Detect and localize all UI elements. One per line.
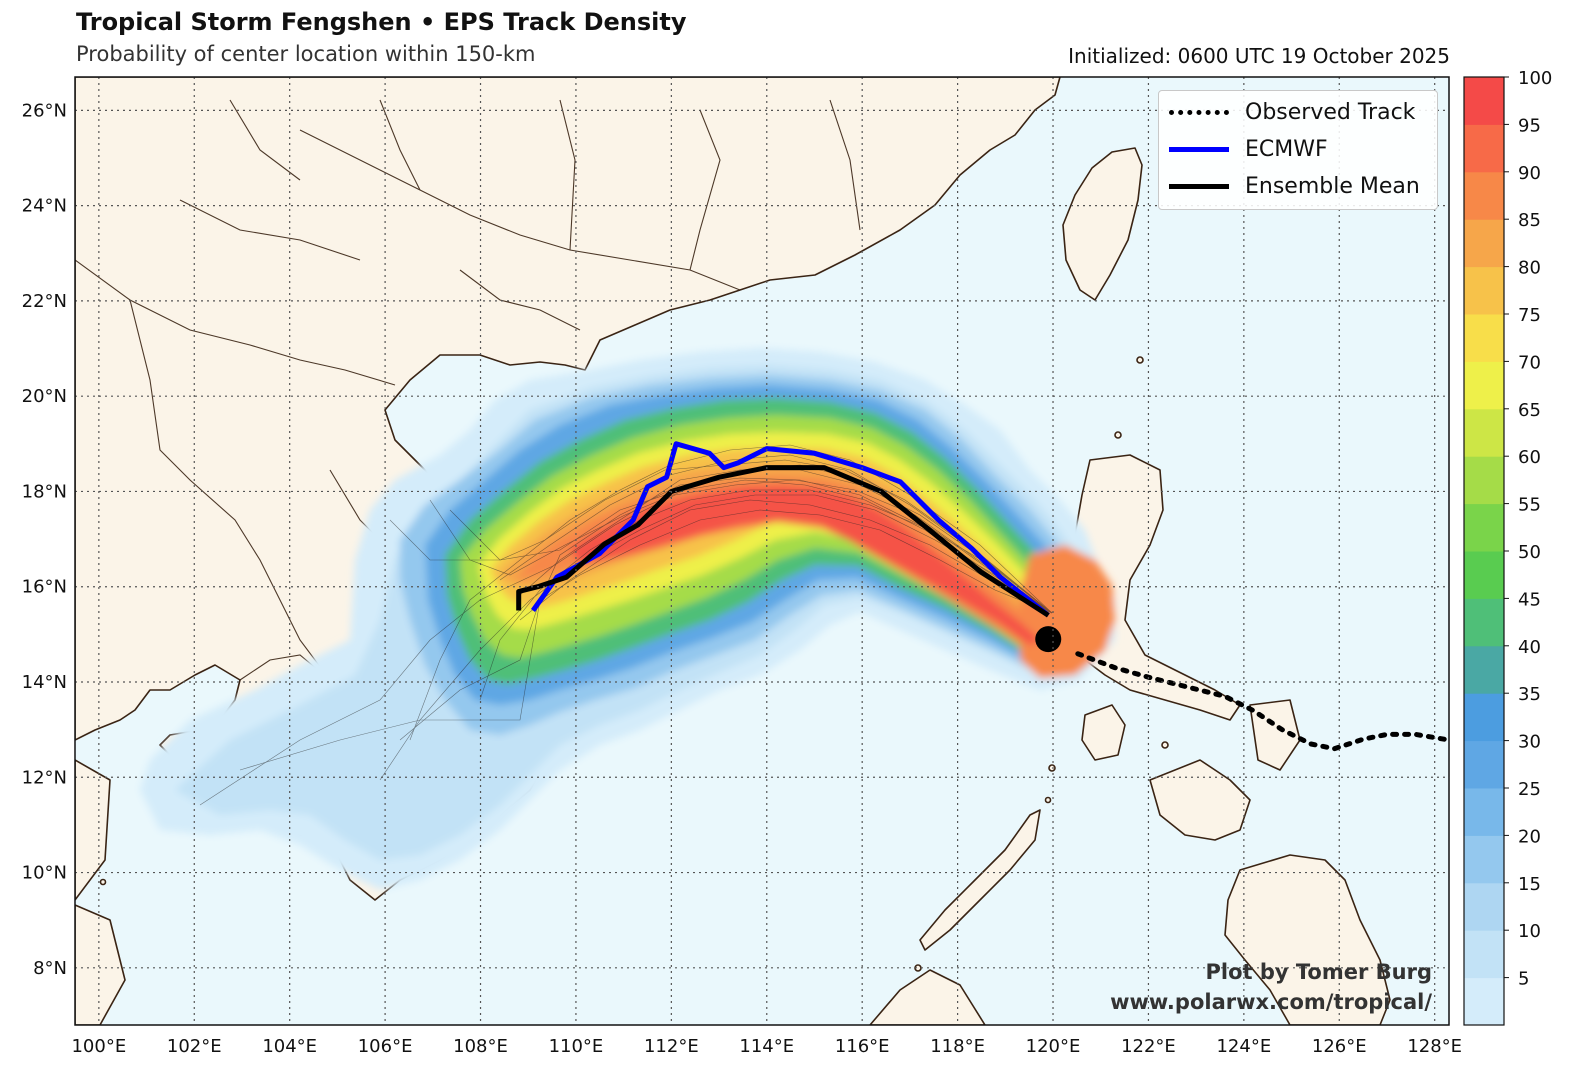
- lat-tick-label: 8°N: [33, 958, 67, 979]
- colorbar-tick-label: 15: [1518, 874, 1541, 895]
- legend: Observed Track ECMWF Ensemble Mean: [1158, 90, 1438, 210]
- colorbar-tick-label: 20: [1518, 826, 1541, 847]
- colorbar-tick-label: 35: [1518, 684, 1541, 705]
- colorbar-segment: [1464, 361, 1504, 410]
- colorbar-tick-label: 60: [1518, 447, 1541, 468]
- colorbar-tick-label: 45: [1518, 589, 1541, 610]
- colorbar-tick-label: 80: [1518, 258, 1541, 279]
- colorbar-tick-label: 100: [1518, 68, 1552, 89]
- colorbar-tick-label: 85: [1518, 210, 1541, 231]
- lon-tick-label: 124°E: [1216, 1036, 1271, 1057]
- lon-tick-label: 116°E: [835, 1036, 890, 1057]
- colorbar-tick-label: 30: [1518, 732, 1541, 753]
- lat-tick-label: 12°N: [22, 767, 67, 788]
- lon-tick-label: 102°E: [167, 1036, 222, 1057]
- lat-tick-label: 24°N: [22, 196, 67, 217]
- colorbar-tick-label: 65: [1518, 400, 1541, 421]
- lat-tick-label: 26°N: [22, 100, 67, 121]
- current-position-marker: [1035, 626, 1062, 653]
- lon-tick-label: 100°E: [71, 1036, 126, 1057]
- lon-tick-label: 112°E: [644, 1036, 699, 1057]
- ecmwf-track-line: [530, 441, 1050, 618]
- borneo-coast: [869, 969, 986, 1025]
- lat-tick-label: 14°N: [22, 672, 67, 693]
- legend-item-ecmwf: ECMWF: [1169, 134, 1328, 164]
- colorbar-tick-label: 25: [1518, 779, 1541, 800]
- mindoro-island: [1081, 704, 1126, 761]
- lon-tick-label: 114°E: [739, 1036, 794, 1057]
- colorbar-tick-label: 50: [1518, 542, 1541, 563]
- legend-item-observed: Observed Track: [1169, 97, 1415, 127]
- colorbar-segment: [1464, 740, 1504, 789]
- colorbar-segment: [1464, 977, 1504, 1026]
- lat-tick-label: 16°N: [22, 577, 67, 598]
- map-title: Tropical Storm Fengshen • EPS Track Dens…: [76, 8, 687, 36]
- lon-tick-label: 120°E: [1026, 1036, 1081, 1057]
- lat-tick-label: 10°N: [22, 863, 67, 884]
- colorbar-tick-label: 75: [1518, 305, 1541, 326]
- credit-url: www.polarwx.com/tropical/: [1110, 990, 1432, 1014]
- colorbar-tick-label: 90: [1518, 163, 1541, 184]
- legend-swatch-observed: [1169, 109, 1229, 115]
- lon-tick-label: 118°E: [930, 1036, 985, 1057]
- colorbar-segment: [1464, 408, 1504, 457]
- ensemble-mean-track-line: [516, 465, 1050, 618]
- colorbar-segment: [1464, 598, 1504, 647]
- legend-swatch-ensemble-mean: [1169, 183, 1229, 189]
- colorbar-segment: [1464, 693, 1504, 742]
- colorbar-tick-label: 55: [1518, 495, 1541, 516]
- legend-label-observed: Observed Track: [1245, 99, 1416, 125]
- lat-tick-label: 20°N: [22, 386, 67, 407]
- colorbar: 5 10 15 20 25 30 35 40 45 50 55 60 65 70 75 80 85 90 95 100: [1463, 68, 1552, 1026]
- colorbar-segment: [1464, 835, 1504, 884]
- colorbar-segment: [1464, 930, 1504, 979]
- legend-swatch-ecmwf: [1169, 146, 1229, 152]
- lon-tick-label: 106°E: [358, 1036, 413, 1057]
- lon-tick-label: 104°E: [262, 1036, 317, 1057]
- lat-tick-label: 18°N: [22, 481, 67, 502]
- legend-label-ensemble-mean: Ensemble Mean: [1245, 173, 1420, 199]
- taiwan-island: [1062, 147, 1143, 301]
- legend-label-ecmwf: ECMWF: [1245, 136, 1328, 162]
- map-subtitle: Probability of center location within 15…: [76, 42, 536, 66]
- colorbar-segment: [1464, 266, 1504, 315]
- colorbar-segment: [1464, 456, 1504, 505]
- colorbar-tick-label: 95: [1518, 115, 1541, 136]
- colorbar-segment: [1464, 551, 1504, 599]
- sumatra-fringe: [75, 904, 126, 1025]
- colorbar-tick-label: 70: [1518, 352, 1541, 373]
- colorbar-segment: [1464, 314, 1504, 362]
- colorbar-segment: [1464, 645, 1504, 694]
- colorbar-segment: [1464, 171, 1504, 220]
- colorbar-segment: [1464, 124, 1504, 173]
- colorbar-tick-label: 5: [1518, 969, 1529, 990]
- lon-tick-label: 128°E: [1407, 1036, 1462, 1057]
- lat-tick-label: 22°N: [22, 291, 67, 312]
- lon-tick-label: 126°E: [1312, 1036, 1367, 1057]
- lon-tick-label: 108°E: [453, 1036, 508, 1057]
- lon-tick-label: 122°E: [1121, 1036, 1176, 1057]
- colorbar-segment: [1464, 77, 1504, 125]
- credit-author: Plot by Tomer Burg: [1205, 960, 1433, 984]
- colorbar-tick-label: 10: [1518, 921, 1541, 942]
- longitude-labels: 100°E 102°E 104°E 106°E 108°E 110°E 112°E 114°E…: [71, 1036, 1462, 1057]
- latitude-labels: 8°N 10°N 12°N 14°N 16°N 18°N 20°N 22°N 24°N 26°N: [22, 100, 67, 978]
- gridlines: [75, 77, 1449, 1025]
- initialized-time: Initialized: 0600 UTC 19 October 2025: [1068, 44, 1450, 68]
- colorbar-tick-label: 40: [1518, 637, 1541, 658]
- lon-tick-label: 110°E: [549, 1036, 604, 1057]
- colorbar-segment: [1464, 219, 1504, 268]
- map-frame: [74, 76, 1450, 1026]
- legend-item-ensemble-mean: Ensemble Mean: [1169, 171, 1420, 201]
- visayas-islands: [1149, 759, 1251, 841]
- mindanao-island: [1224, 854, 1391, 1025]
- colorbar-segment: [1464, 882, 1504, 931]
- palawan-island: [919, 809, 1041, 951]
- colorbar-segment: [1464, 788, 1504, 836]
- colorbar-segment: [1464, 503, 1504, 552]
